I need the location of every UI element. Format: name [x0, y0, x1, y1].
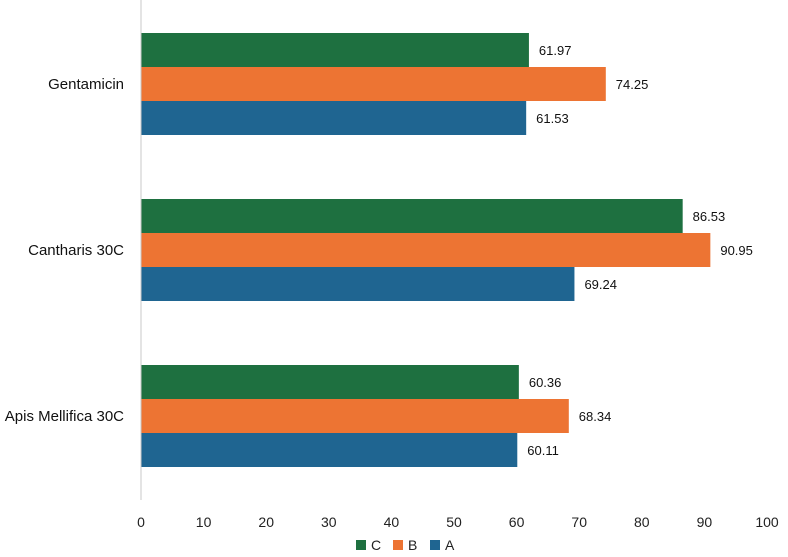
labels-layer: 61.97 74.25 61.53 86.53 90.95 69.24 60.36 68.34… [527, 43, 753, 458]
x-tick-label-0: 0 [137, 514, 145, 530]
x-tick-label-4: 40 [384, 514, 400, 530]
x-tick-label-1: 10 [196, 514, 212, 530]
legend-label-A: A [445, 537, 455, 553]
bar-C-2 [141, 365, 519, 399]
data-label-B-0: 74.25 [616, 77, 649, 92]
legend-label-C: C [371, 537, 381, 553]
data-label-C-0: 61.97 [539, 43, 572, 58]
bar-C-1 [141, 199, 683, 233]
bar-C-0 [141, 33, 529, 67]
bar-A-0 [141, 101, 527, 135]
category-label-2: Apis Mellifica 30C [5, 408, 124, 425]
legend-swatch-A [430, 540, 440, 550]
category-label-1: Cantharis 30C [28, 242, 124, 259]
bar-A-2 [141, 433, 518, 467]
bar-B-1 [141, 233, 711, 267]
data-label-B-1: 90.95 [720, 243, 753, 258]
category-labels: Gentamicin Cantharis 30C Apis Mellifica 30… [5, 76, 124, 425]
data-label-A-0: 61.53 [536, 111, 569, 126]
data-label-A-2: 60.11 [527, 443, 559, 458]
bars-layer [141, 33, 711, 467]
x-tick-label-8: 80 [634, 514, 650, 530]
bar-B-2 [141, 399, 569, 433]
bar-B-0 [141, 67, 606, 101]
x-tick-label-9: 90 [697, 514, 713, 530]
legend-label-B: B [408, 537, 417, 553]
data-label-C-2: 60.36 [529, 375, 562, 390]
x-tick-label-7: 70 [571, 514, 587, 530]
x-axis-ticks: 0 10 20 30 40 50 60 70 80 90 100 [137, 514, 779, 530]
x-tick-label-10: 100 [755, 514, 779, 530]
category-label-0: Gentamicin [48, 76, 124, 93]
legend-swatch-B [393, 540, 403, 550]
data-label-A-1: 69.24 [584, 277, 617, 292]
x-tick-label-2: 20 [258, 514, 274, 530]
data-label-C-1: 86.53 [693, 209, 726, 224]
x-tick-label-3: 30 [321, 514, 337, 530]
data-label-B-2: 68.34 [579, 409, 612, 424]
x-tick-label-5: 50 [446, 514, 462, 530]
x-tick-label-6: 60 [509, 514, 525, 530]
bar-A-1 [141, 267, 575, 301]
legend-swatch-C [356, 540, 366, 550]
